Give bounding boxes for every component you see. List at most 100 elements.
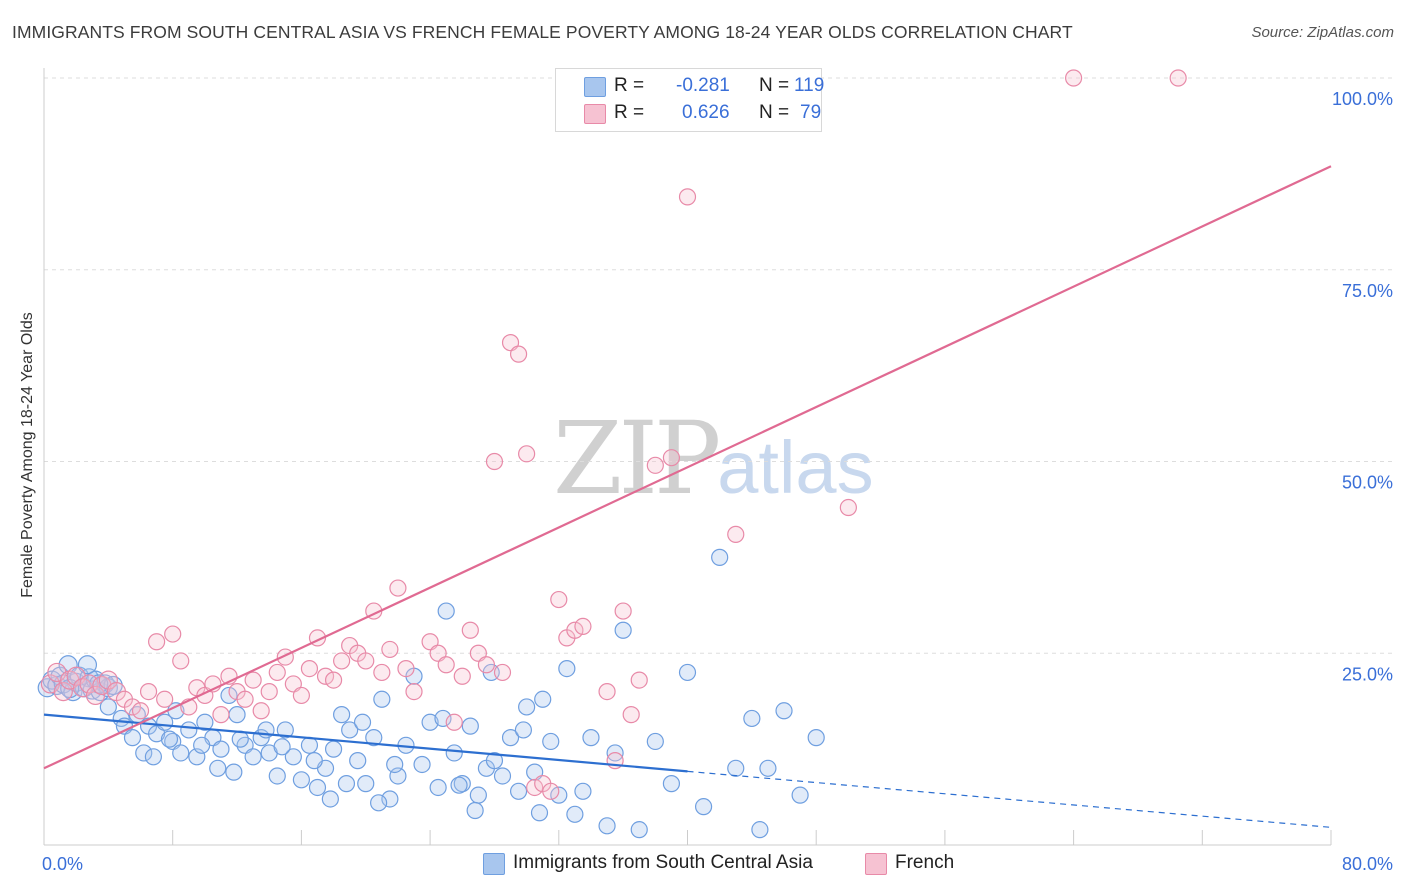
data-point-blue (743, 709, 761, 728)
data-point-blue (209, 759, 227, 777)
data-point-pink (614, 602, 632, 620)
data-point-blue (493, 767, 512, 785)
data-point-blue (662, 775, 681, 793)
data-point-blue (727, 759, 745, 777)
data-point-blue (534, 690, 552, 708)
series-swatch-pink (865, 853, 887, 875)
data-point-pink (1169, 69, 1187, 87)
legend-swatch-pink (584, 104, 606, 124)
series-swatch-blue (483, 853, 505, 875)
data-point-pink (244, 671, 262, 689)
series-legend-label: Immigrants from South Central Asia (513, 852, 813, 873)
data-point-blue (558, 659, 576, 678)
series-legend-label: French (895, 852, 955, 873)
data-point-pink (212, 706, 230, 724)
data-point-blue (225, 763, 243, 781)
data-point-pink (550, 590, 568, 609)
legend-r-value: -0.281 (676, 75, 730, 96)
data-point-blue (485, 752, 504, 770)
data-point-pink (268, 663, 286, 682)
data-point-blue (193, 736, 211, 754)
data-point-blue (196, 713, 214, 731)
data-point-blue (324, 740, 343, 758)
x-tick-label: 80.0% (1342, 854, 1393, 874)
data-point-blue (180, 721, 198, 739)
y-tick-label: 50.0% (1342, 473, 1393, 493)
series-legend: Immigrants from South Central Asia Frenc… (0, 852, 1406, 878)
data-point-pink (518, 445, 536, 463)
data-point-pink (92, 675, 112, 696)
data-point-blue (791, 786, 809, 804)
legend-n-value: 119 (794, 75, 825, 96)
data-point-blue (678, 663, 697, 682)
data-point-pink (598, 682, 616, 701)
data-point-pink (437, 656, 455, 674)
data-point-blue (231, 730, 249, 748)
data-point-blue (630, 821, 648, 839)
data-point-blue (365, 729, 383, 747)
trend-line-blue (43, 713, 688, 773)
data-point-pink (1064, 69, 1083, 87)
data-point-pink (373, 663, 391, 682)
data-point-pink (148, 633, 166, 651)
data-point-pink (727, 525, 745, 543)
data-point-blue (284, 748, 302, 766)
data-point-blue (466, 801, 484, 820)
data-point-blue (172, 744, 190, 762)
data-point-pink (445, 713, 463, 731)
data-point-pink (316, 667, 335, 685)
data-point-blue (212, 740, 230, 758)
trend-line-pink (43, 165, 1332, 770)
data-point-pink (477, 656, 496, 674)
data-point-blue (273, 738, 291, 756)
data-point-pink (123, 698, 142, 716)
data-point-blue (99, 698, 117, 716)
legend-r-label: R = (614, 75, 645, 96)
data-point-blue (353, 713, 372, 731)
data-point-blue (450, 776, 468, 794)
data-point-blue (614, 621, 632, 639)
data-point-blue (542, 732, 560, 751)
data-point-blue (509, 782, 528, 800)
y-tick-label: 75.0% (1342, 281, 1393, 301)
data-point-blue (386, 755, 404, 774)
data-point-blue (123, 729, 142, 747)
data-point-pink (172, 652, 190, 670)
data-point-pink (357, 652, 375, 670)
data-point-pink (542, 782, 560, 800)
data-point-blue (514, 721, 533, 739)
data-point-pink (389, 579, 407, 597)
data-point-blue (445, 744, 463, 762)
data-point-blue (292, 771, 310, 789)
data-point-blue (220, 686, 238, 705)
data-point-blue (370, 794, 388, 812)
legend-n-label: N = (759, 102, 790, 123)
data-point-blue (305, 752, 323, 770)
data-point-blue (268, 767, 286, 785)
data-point-pink (164, 625, 182, 643)
data-point-pink (53, 681, 73, 702)
data-point-blue (349, 752, 367, 770)
data-point-pink (300, 659, 319, 678)
data-point-pink (839, 498, 857, 517)
data-point-blue (751, 821, 769, 839)
data-point-blue (437, 602, 455, 620)
watermark: ZIPatlas (553, 400, 874, 517)
data-point-blue (276, 721, 294, 739)
data-point-blue (518, 698, 536, 716)
data-point-blue (711, 548, 729, 566)
y-tick-label: 100.0% (1332, 89, 1393, 109)
data-point-blue (421, 713, 439, 731)
source-label: Source: ZipAtlas.com (1251, 24, 1394, 41)
data-point-pink (493, 663, 512, 682)
data-point-blue (574, 782, 592, 800)
data-point-blue (759, 759, 777, 777)
data-point-blue (160, 730, 179, 748)
trend-line-blue-extension (687, 770, 1332, 828)
data-point-pink (405, 682, 423, 701)
data-point-pink (574, 617, 592, 636)
data-point-blue (373, 690, 391, 708)
correlation-legend: R = -0.281 N = 119 R = 0.626 N = 79 (555, 68, 825, 132)
legend-n-label: N = (759, 75, 790, 96)
data-point-blue (228, 706, 246, 724)
